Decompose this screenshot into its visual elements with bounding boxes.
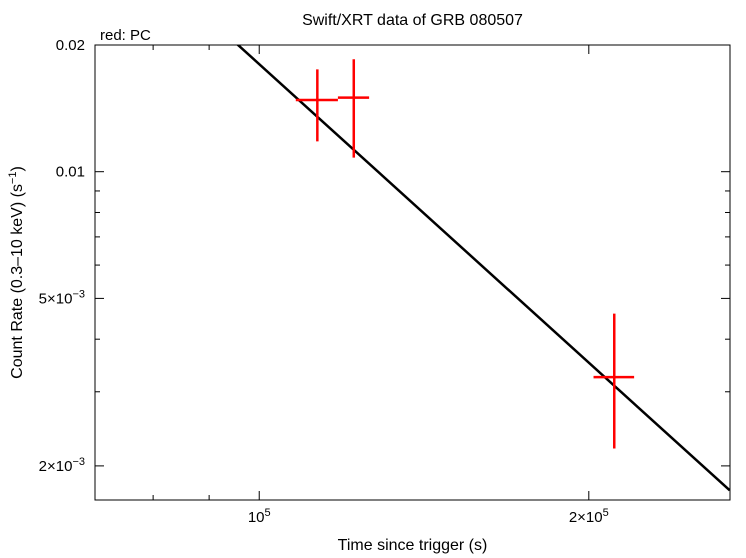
trend-line xyxy=(193,4,730,490)
chart-container: 105 2×105 2×10−3 5×10−3 0.01 0.02 Swift/XRT da… xyxy=(0,0,746,558)
y-tick-label: 0.01 xyxy=(56,164,85,181)
x-tick-label: 2×105 xyxy=(569,507,609,526)
x-tick-label: 105 xyxy=(248,507,271,526)
x-axis-label: Time since trigger (s) xyxy=(338,537,488,554)
chart-svg: 105 2×105 2×10−3 5×10−3 0.01 0.02 Swift/XRT da… xyxy=(0,0,746,558)
data-group xyxy=(193,4,730,490)
y-tick-label: 2×10−3 xyxy=(39,456,85,475)
y-axis-label: Count Rate (0.3–10 keV) (s−1) xyxy=(7,166,26,379)
y-tick-label: 5×10−3 xyxy=(39,288,85,307)
plot-frame xyxy=(95,45,730,500)
y-tick-label: 0.02 xyxy=(56,37,85,54)
legend-annotation: red: PC xyxy=(100,27,151,44)
chart-title: Swift/XRT data of GRB 080507 xyxy=(302,12,523,29)
